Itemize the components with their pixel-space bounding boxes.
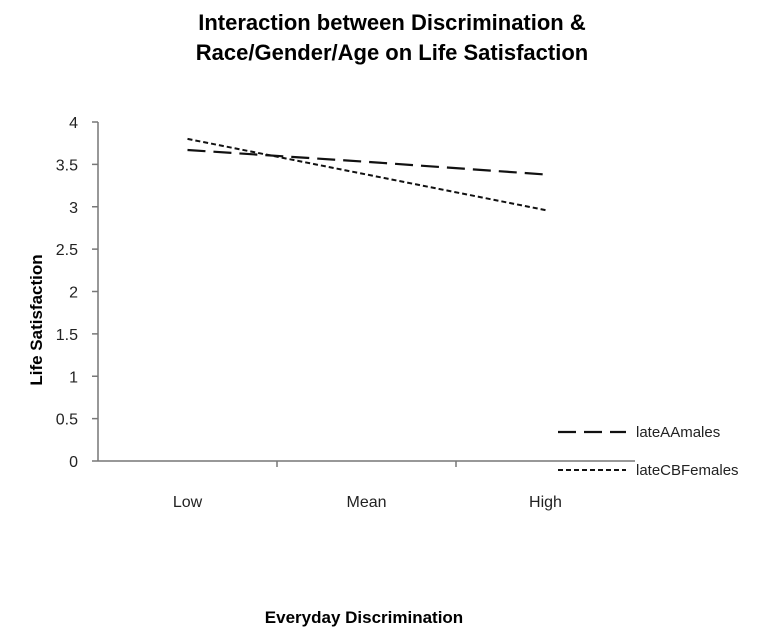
series-line-lateAAmales bbox=[187, 148, 546, 176]
y-tick-label: 4 bbox=[69, 115, 78, 132]
y-tick-label: 2.5 bbox=[56, 242, 78, 259]
chart-title-line-2: Race/Gender/Age on Life Satisfaction bbox=[196, 40, 588, 65]
x-axis-title: Everyday Discrimination bbox=[265, 608, 463, 627]
y-tick-label: 1.5 bbox=[56, 327, 78, 344]
y-axis-title: Life Satisfaction bbox=[27, 254, 46, 385]
y-tick-label: 3.5 bbox=[56, 157, 78, 174]
y-tick-label: 0 bbox=[69, 454, 78, 471]
series-line-lateCBFemales bbox=[187, 137, 546, 212]
legend: lateAAmales lateCBFemales bbox=[558, 424, 739, 479]
y-tick-label: 0.5 bbox=[56, 412, 78, 429]
x-tick-label: Low bbox=[173, 494, 203, 511]
chart-title-line-1: Interaction between Discrimination & bbox=[198, 10, 586, 35]
y-tick-label: 3 bbox=[69, 200, 78, 217]
y-tick-label: 1 bbox=[69, 369, 78, 386]
series-layer bbox=[187, 137, 546, 212]
y-tick-label: 2 bbox=[69, 285, 78, 302]
x-tick-label: Mean bbox=[346, 494, 386, 511]
legend-label-lateCBFemales: lateCBFemales bbox=[636, 462, 739, 479]
x-tick-label: High bbox=[529, 494, 562, 511]
y-ticks: 0 0.5 1 1.5 2 2.5 3 3.5 4 bbox=[56, 115, 98, 471]
legend-label-lateAAmales: lateAAmales bbox=[636, 424, 720, 441]
x-ticks: Low Mean High bbox=[173, 461, 562, 511]
